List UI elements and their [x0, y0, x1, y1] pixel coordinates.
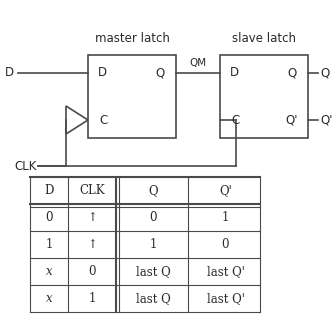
Text: D: D [5, 66, 14, 79]
Text: x: x [46, 292, 52, 305]
Text: Q': Q' [286, 114, 298, 126]
Text: D: D [229, 66, 239, 79]
Text: 1: 1 [88, 292, 96, 305]
Polygon shape [66, 106, 88, 134]
Text: QM: QM [190, 58, 207, 68]
Bar [220, 55, 308, 138]
Text: 1: 1 [222, 211, 229, 224]
Text: Q: Q [155, 66, 165, 79]
Text: CLK: CLK [79, 184, 105, 197]
Text: last Q: last Q [136, 265, 171, 278]
Text: x: x [46, 265, 52, 278]
Text: master latch: master latch [95, 32, 169, 45]
Text: C: C [232, 114, 240, 126]
Text: D: D [44, 184, 54, 197]
Text: CLK: CLK [14, 159, 37, 173]
Text: 0: 0 [222, 238, 229, 251]
Text: last Q': last Q' [207, 265, 244, 278]
Text: 1: 1 [150, 238, 157, 251]
Text: slave latch: slave latch [232, 32, 296, 45]
Text: D: D [97, 66, 107, 79]
Text: Q: Q [320, 66, 329, 79]
Text: 1: 1 [45, 238, 53, 251]
Text: Q: Q [149, 184, 158, 197]
Text: ↑: ↑ [87, 211, 97, 224]
Text: last Q': last Q' [207, 292, 244, 305]
Text: Q': Q' [219, 184, 232, 197]
Bar [88, 55, 176, 138]
Text: 0: 0 [45, 211, 53, 224]
Text: C: C [100, 114, 108, 126]
Text: ↑: ↑ [87, 238, 97, 251]
Text: Q: Q [288, 66, 296, 79]
Text: 0: 0 [150, 211, 157, 224]
Text: 0: 0 [88, 265, 96, 278]
Text: Q': Q' [320, 114, 332, 126]
Text: last Q: last Q [136, 292, 171, 305]
